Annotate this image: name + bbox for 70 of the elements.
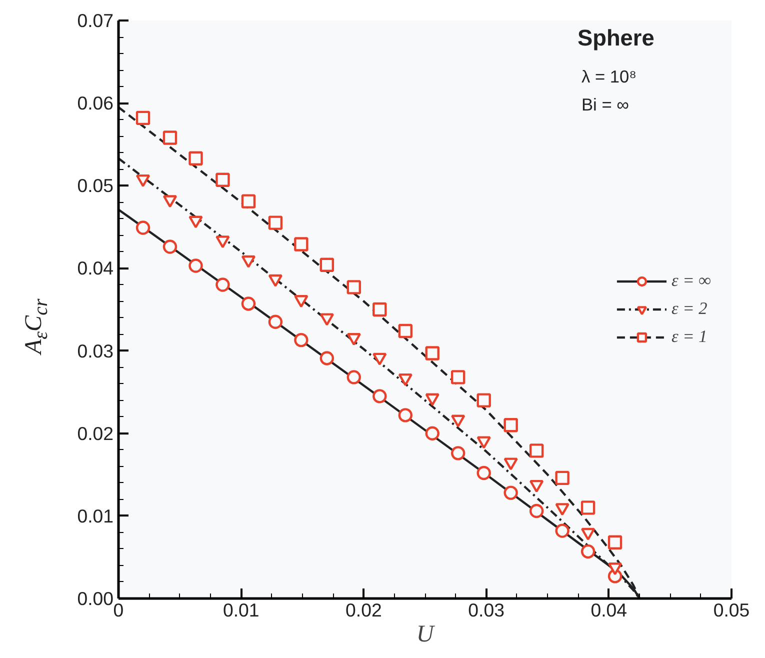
point xyxy=(476,436,491,449)
point xyxy=(504,486,518,500)
point xyxy=(372,302,387,317)
x-tick-label: 0.02 xyxy=(346,600,382,620)
y-tick-label: 0.07 xyxy=(77,10,114,31)
point xyxy=(425,393,440,406)
point xyxy=(346,280,361,294)
point xyxy=(162,240,178,254)
point xyxy=(346,370,361,384)
y-tick-label: 0.02 xyxy=(77,422,114,444)
point xyxy=(555,470,570,486)
point xyxy=(529,444,544,458)
point xyxy=(268,314,283,329)
y-tick-label: 0.01 xyxy=(77,505,114,526)
point xyxy=(580,500,596,515)
legend-label: ε = 2 xyxy=(671,299,708,319)
x-tick-label: 0.03 xyxy=(468,600,504,620)
point xyxy=(476,466,491,480)
point xyxy=(476,393,491,408)
annotation: Sphere xyxy=(578,24,654,50)
legend-label: ε = 1 xyxy=(671,327,708,347)
point xyxy=(504,458,518,470)
point xyxy=(504,418,518,432)
point xyxy=(529,504,544,518)
point xyxy=(608,562,622,576)
annotation: Bi = ∞ xyxy=(582,94,630,114)
point xyxy=(320,351,334,366)
point xyxy=(608,535,622,550)
point xyxy=(398,324,412,338)
point xyxy=(216,278,230,292)
point xyxy=(241,255,256,268)
point xyxy=(294,332,308,348)
point xyxy=(162,130,178,145)
y-tick-label: 0.04 xyxy=(77,258,114,279)
point xyxy=(555,503,570,516)
x-tick-label: 0.05 xyxy=(713,600,750,620)
point xyxy=(372,389,387,404)
point xyxy=(451,370,466,384)
x-tick-label: 0.04 xyxy=(590,600,628,620)
y-tick-label: 0.06 xyxy=(77,92,114,114)
point xyxy=(580,528,596,540)
point xyxy=(294,237,308,252)
point xyxy=(268,274,283,287)
point xyxy=(216,172,230,187)
point xyxy=(136,220,150,235)
point xyxy=(188,151,203,166)
point xyxy=(398,373,412,386)
point xyxy=(451,414,466,428)
point xyxy=(268,216,283,230)
point xyxy=(529,480,544,493)
x-tick-label: 0.01 xyxy=(222,600,260,620)
point xyxy=(241,194,256,208)
text: 0 xyxy=(113,600,124,620)
point xyxy=(580,544,596,559)
point xyxy=(136,110,150,126)
y-tick-label: 0.05 xyxy=(77,175,114,196)
legend-label: ε = ∞ xyxy=(671,271,711,291)
point xyxy=(372,352,387,366)
y-tick-label: 0.00 xyxy=(77,588,114,609)
y-tick-label: 0.03 xyxy=(77,340,114,362)
point xyxy=(320,258,334,272)
point xyxy=(451,446,466,460)
point xyxy=(555,524,570,538)
point xyxy=(425,426,440,440)
annotation: λ = 10⁸ xyxy=(582,66,636,86)
point xyxy=(188,258,203,273)
point xyxy=(241,296,256,311)
point xyxy=(398,408,412,422)
x-axis-title: U xyxy=(416,622,436,648)
point xyxy=(425,346,440,360)
